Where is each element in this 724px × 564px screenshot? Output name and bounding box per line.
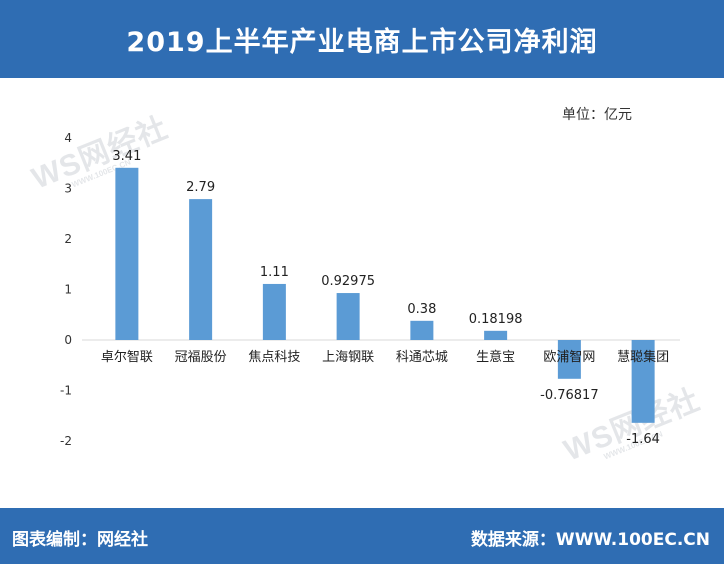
data-label: 0.92975 xyxy=(321,274,375,289)
category-label: 冠福股份 xyxy=(175,350,227,365)
data-label: 0.38 xyxy=(407,302,436,317)
bar xyxy=(410,320,434,340)
y-tick-label: -2 xyxy=(60,434,72,448)
data-label: 0.18198 xyxy=(469,312,523,327)
bar xyxy=(484,330,508,340)
footer-credit: 图表编制：网经社 xyxy=(12,530,148,550)
category-label: 卓尔智联 xyxy=(101,350,153,365)
y-tick-label: 1 xyxy=(64,283,72,297)
category-label: 慧聪集团 xyxy=(617,349,669,365)
footer-banner: 图表编制：网经社 数据来源：WWW.100EC.CN xyxy=(0,508,724,564)
bar xyxy=(336,293,360,340)
y-tick-label: -1 xyxy=(60,384,72,398)
unit-label: 单位：亿元 xyxy=(562,107,632,123)
data-label: -1.64 xyxy=(626,432,660,447)
y-tick-label: 2 xyxy=(64,232,72,246)
data-label: -0.76817 xyxy=(540,388,598,403)
y-tick-label: 4 xyxy=(64,131,72,145)
bar xyxy=(115,167,139,340)
bar-chart: -2 -1 0 1 2 3 4 3.41 卓尔智联 2.79 冠福股份 1.11 焦点科技 0.92975… xyxy=(60,131,680,448)
data-label: 1.11 xyxy=(260,265,289,280)
title-banner: 2019上半年产业电商上市公司净利润 xyxy=(0,0,724,78)
category-label: 生意宝 xyxy=(476,349,515,365)
footer-source: 数据来源：WWW.100EC.CN xyxy=(470,530,710,550)
bar xyxy=(189,199,213,340)
bar xyxy=(262,283,286,340)
y-tick-label: 3 xyxy=(64,182,72,196)
chart-title: 2019上半年产业电商上市公司净利润 xyxy=(126,26,598,58)
category-label: 欧浦智网 xyxy=(543,350,595,365)
y-tick-label: 0 xyxy=(64,333,72,347)
category-label: 焦点科技 xyxy=(248,350,300,365)
bar xyxy=(631,340,655,423)
category-label: 上海钢联 xyxy=(322,350,374,365)
data-label: 3.41 xyxy=(112,149,141,164)
category-label: 科通芯城 xyxy=(396,350,448,365)
bar xyxy=(557,340,581,379)
data-label: 2.79 xyxy=(186,180,215,195)
